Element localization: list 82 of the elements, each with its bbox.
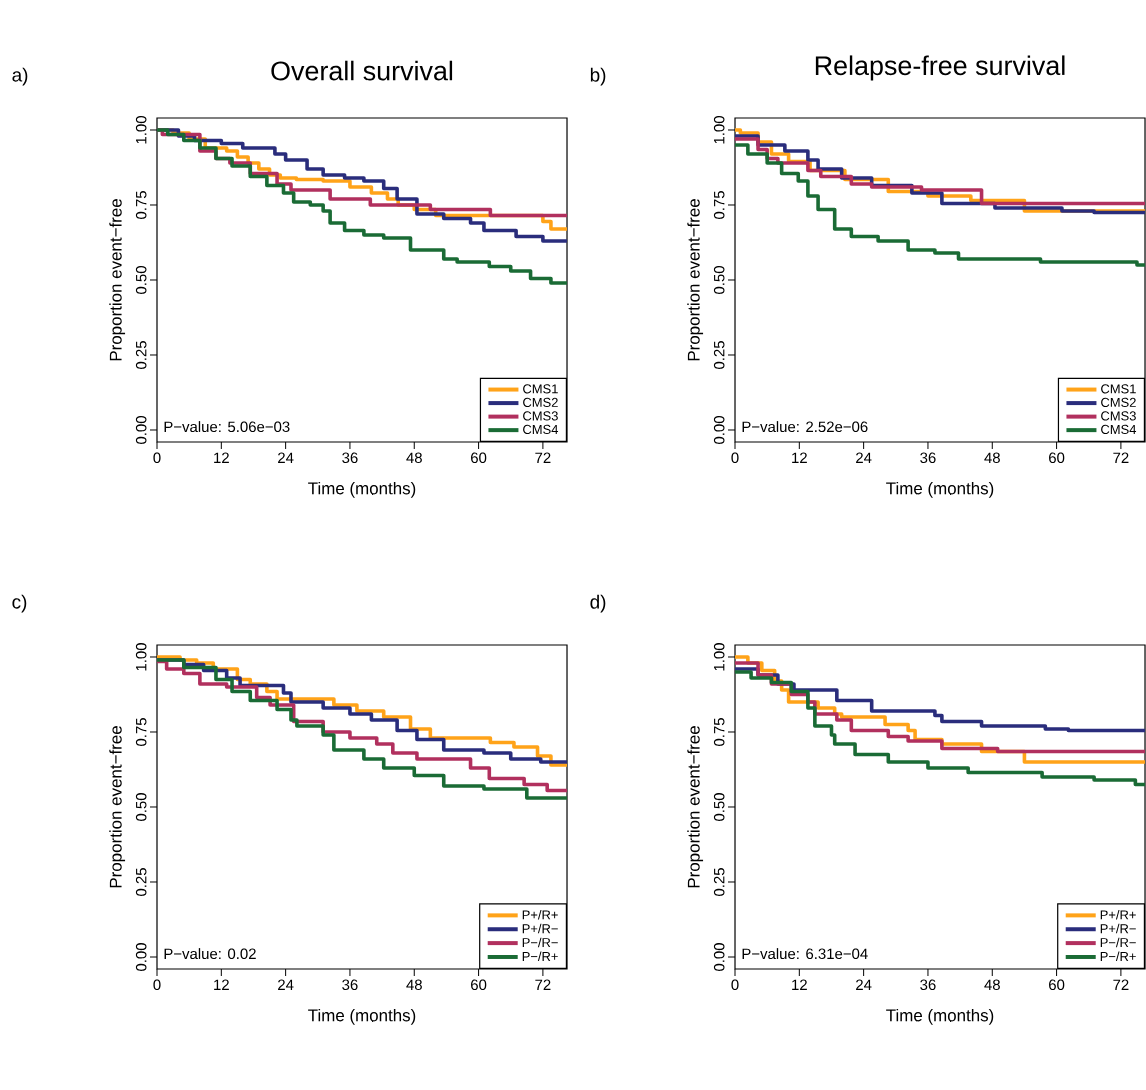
x-tick-label: 36 — [920, 452, 936, 464]
x-tick-label: 48 — [406, 452, 422, 464]
x-tick-label: 0 — [731, 452, 739, 464]
y-axis-title: Proportion event−free — [109, 199, 126, 361]
x-axis-title: Time (months) — [886, 481, 994, 498]
annotation: P−value: 0.02 — [164, 948, 256, 960]
y-tick-label: 0.00 — [713, 416, 725, 444]
legend-label: P−/R− — [1100, 937, 1136, 948]
chart-title: Overall survival — [271, 60, 453, 81]
annotation: P−value: 6.31e−04 — [742, 948, 868, 960]
legend-label: CMS4 — [1101, 424, 1137, 435]
y-tick-label: 1.00 — [713, 116, 725, 144]
text: c) — [12, 594, 27, 613]
y-tick-label: 0.00 — [135, 943, 147, 971]
y-tick-label: 0.75 — [135, 191, 147, 219]
x-tick-label: 48 — [984, 452, 1000, 464]
x-axis-title: Time (months) — [886, 1008, 994, 1025]
x-tick-label: 48 — [406, 979, 422, 991]
x-tick-label: 24 — [856, 452, 872, 463]
x-tick-label: 24 — [856, 979, 872, 990]
legend-label: P+/R− — [1100, 923, 1136, 934]
y-tick-label: 0.00 — [713, 943, 725, 971]
text: b) — [590, 67, 606, 86]
chart-title: Relapse-free survival — [815, 55, 1065, 81]
x-tick-label: 36 — [342, 979, 358, 991]
x-tick-label: 72 — [1113, 452, 1129, 463]
x-tick-label: 60 — [471, 452, 487, 464]
x-tick-label: 12 — [792, 452, 807, 463]
legend-label: P−/R+ — [522, 951, 558, 962]
x-tick-label: 0 — [153, 452, 161, 464]
x-axis-title: Time (months) — [308, 1008, 416, 1025]
x-tick-label: 24 — [278, 452, 294, 463]
legend-label: CMS3 — [1101, 411, 1136, 421]
y-axis-title: Proportion event−free — [109, 726, 126, 888]
x-tick-label: 24 — [278, 979, 294, 990]
y-tick-label: 0.50 — [713, 266, 725, 294]
y-tick-label: 0.50 — [135, 793, 147, 821]
y-tick-label: 0.00 — [135, 416, 147, 444]
legend-label: P+/R− — [522, 923, 558, 934]
y-tick-label: 0.75 — [713, 718, 725, 746]
text: a) — [12, 67, 28, 86]
x-tick-label: 12 — [214, 979, 229, 990]
x-tick-label: 48 — [984, 979, 1000, 991]
legend-label: P+/R+ — [522, 909, 558, 920]
x-tick-label: 72 — [535, 979, 551, 990]
x-tick-label: 60 — [1049, 979, 1065, 991]
annotation: P−value: 5.06e−03 — [164, 421, 290, 433]
x-tick-label: 60 — [1049, 452, 1065, 464]
x-tick-label: 72 — [535, 452, 551, 463]
legend-label: P−/R− — [522, 937, 558, 948]
legend-label: CMS2 — [523, 397, 558, 407]
x-tick-label: 72 — [1113, 979, 1129, 990]
y-tick-label: 0.75 — [713, 191, 725, 219]
legend-label: P+/R+ — [1100, 909, 1136, 920]
y-tick-label: 1.00 — [713, 643, 725, 671]
x-tick-label: 12 — [214, 452, 229, 463]
legend-label: CMS1 — [1101, 384, 1136, 394]
y-tick-label: 0.25 — [713, 868, 725, 896]
text: d) — [590, 594, 606, 613]
y-axis-title: Proportion event−free — [687, 726, 704, 888]
y-tick-label: 0.25 — [135, 868, 147, 896]
x-tick-label: 36 — [920, 979, 936, 991]
x-tick-label: 12 — [792, 979, 807, 990]
y-axis-title: Proportion event−free — [687, 199, 704, 361]
annotation: P−value: 2.52e−06 — [742, 421, 868, 433]
y-tick-label: 0.25 — [713, 341, 725, 369]
legend-label: CMS4 — [523, 424, 559, 435]
y-tick-label: 0.50 — [713, 793, 725, 821]
legend-label: P−/R+ — [1100, 951, 1136, 962]
legend-label: CMS2 — [1101, 397, 1136, 407]
y-tick-label: 1.00 — [135, 116, 147, 144]
legend-label: CMS3 — [523, 411, 558, 421]
y-tick-label: 1.00 — [135, 643, 147, 671]
x-tick-label: 60 — [471, 979, 487, 991]
legend-label: CMS1 — [523, 384, 558, 394]
x-tick-label: 0 — [731, 979, 739, 991]
x-tick-label: 36 — [342, 452, 358, 464]
x-axis-title: Time (months) — [308, 481, 416, 498]
y-tick-label: 0.25 — [135, 341, 147, 369]
x-tick-label: 0 — [153, 979, 161, 991]
y-tick-label: 0.50 — [135, 266, 147, 294]
y-tick-label: 0.75 — [135, 718, 147, 746]
